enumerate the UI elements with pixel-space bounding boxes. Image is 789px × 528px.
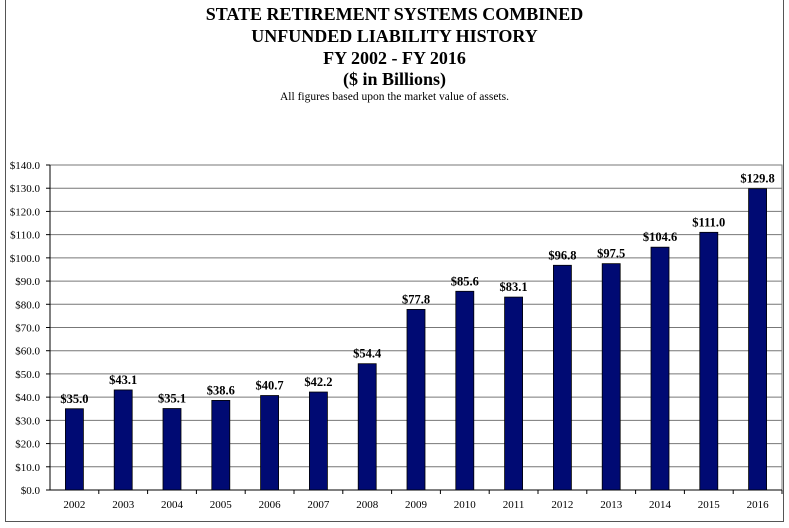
x-tick-label: 2007 — [307, 499, 330, 511]
x-tick-label: 2002 — [63, 499, 85, 511]
bar-2004 — [162, 408, 182, 491]
y-tick-label: $20.0 — [15, 439, 40, 451]
chart-title-line4: ($ in Billions) — [342, 69, 447, 89]
data-label-2010: $85.6 — [451, 274, 479, 288]
x-tick-label: 2009 — [405, 499, 428, 511]
chart-title: STATE RETIREMENT SYSTEMS COMBINED — [205, 4, 584, 24]
bar-2005 — [211, 399, 231, 491]
data-label-2013: $97.5 — [597, 247, 625, 261]
y-tick-label: $120.0 — [10, 206, 41, 218]
y-tick-label: $40.0 — [15, 392, 40, 404]
x-tick-label: 2012 — [551, 499, 573, 511]
bar-2012 — [553, 264, 572, 491]
data-label-2004: $35.1 — [158, 392, 186, 406]
x-tick-label: 2015 — [698, 499, 721, 511]
bar-2007 — [308, 391, 328, 491]
chart-title-line2: UNFUNDED LIABILITY HISTORY — [251, 26, 538, 46]
bar-2008 — [357, 363, 377, 491]
x-tick-label: 2008 — [356, 499, 379, 511]
y-tick-label: $140.0 — [10, 160, 41, 172]
x-tick-label: 2005 — [210, 499, 233, 511]
y-tick-label: $110.0 — [10, 230, 40, 242]
x-tick-label: 2011 — [503, 499, 525, 511]
y-tick-label: $70.0 — [15, 323, 40, 335]
data-label-2008: $54.4 — [353, 347, 382, 361]
data-label-2002: $35.0 — [60, 392, 88, 406]
chart-title-line3: FY 2002 - FY 2016 — [323, 48, 466, 68]
data-label-2015: $111.0 — [692, 215, 725, 229]
bar-2015 — [699, 231, 719, 491]
data-label-2014: $104.6 — [643, 230, 677, 244]
bar-2016 — [748, 188, 767, 491]
y-tick-label: $60.0 — [15, 346, 40, 358]
data-label-2005: $38.6 — [207, 383, 235, 397]
bar-2011 — [504, 296, 524, 491]
x-tick-label: 2013 — [600, 499, 623, 511]
data-label-2016: $129.8 — [740, 172, 774, 186]
x-tick-label: 2004 — [161, 499, 184, 511]
x-tick-label: 2010 — [454, 499, 477, 511]
data-label-2003: $43.1 — [109, 373, 137, 387]
data-label-2009: $77.8 — [402, 292, 430, 306]
data-label-2012: $96.8 — [548, 248, 576, 262]
y-tick-label: $130.0 — [10, 183, 41, 195]
bar-2014 — [650, 246, 670, 491]
y-tick-label: $100.0 — [10, 253, 41, 265]
y-tick-label: $0.0 — [21, 485, 41, 497]
bar-2006 — [260, 395, 280, 491]
bar-2009 — [406, 308, 426, 491]
x-tick-label: 2006 — [259, 499, 282, 511]
chart-frame — [5, 0, 784, 522]
chart-subtitle: All figures based upon the market value … — [280, 91, 509, 103]
x-tick-label: 2003 — [112, 499, 135, 511]
y-tick-label: $10.0 — [15, 462, 40, 474]
y-tick-label: $80.0 — [15, 299, 40, 311]
bar-2013 — [601, 263, 621, 491]
bar-2002 — [65, 408, 84, 491]
data-label-2011: $83.1 — [500, 280, 528, 294]
y-tick-label: $30.0 — [15, 415, 40, 427]
bar-2010 — [455, 290, 475, 491]
data-label-2007: $42.2 — [304, 375, 332, 389]
data-label-2006: $40.7 — [256, 379, 284, 393]
bar-2003 — [113, 389, 133, 491]
x-tick-label: 2014 — [649, 499, 672, 511]
x-tick-label: 2016 — [747, 499, 770, 511]
y-tick-label: $90.0 — [15, 276, 40, 288]
y-tick-label: $50.0 — [15, 369, 40, 381]
